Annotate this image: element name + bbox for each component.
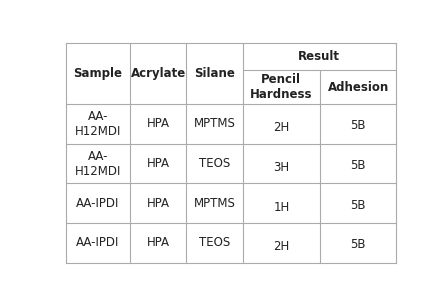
Text: AA-
H12MDI: AA- H12MDI [75,149,121,178]
Text: Acrylate: Acrylate [131,67,186,80]
Text: HPA: HPA [147,236,170,249]
Text: TEOS: TEOS [199,236,230,249]
Text: Sample: Sample [74,67,123,80]
Text: AA-
H12MDI: AA- H12MDI [75,110,121,138]
Text: 5B: 5B [350,159,366,172]
Text: 3H: 3H [274,161,289,174]
Text: 2H: 2H [273,240,289,253]
Text: HPA: HPA [147,117,170,130]
Text: Pencil
Hardness: Pencil Hardness [250,73,313,101]
Text: 5B: 5B [350,199,366,212]
Text: 5B: 5B [350,238,366,251]
Text: MPTMS: MPTMS [194,117,235,130]
Text: 5B: 5B [350,119,366,132]
Text: MPTMS: MPTMS [194,197,235,210]
Text: Result: Result [298,50,341,63]
Text: 1H: 1H [273,201,289,214]
Text: AA-IPDI: AA-IPDI [76,236,120,249]
Text: Adhesion: Adhesion [328,81,389,94]
Text: TEOS: TEOS [199,157,230,170]
Text: HPA: HPA [147,197,170,210]
Text: Silane: Silane [194,67,235,80]
Text: AA-IPDI: AA-IPDI [76,197,120,210]
Text: 2H: 2H [273,121,289,134]
Text: HPA: HPA [147,157,170,170]
